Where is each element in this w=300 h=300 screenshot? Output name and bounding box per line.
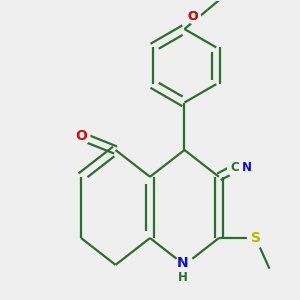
Text: O: O [188,10,198,23]
Text: H: H [178,271,188,284]
Text: N: N [177,256,189,270]
Text: C: C [231,161,239,174]
Text: S: S [251,231,261,245]
Text: N: N [242,161,252,174]
Text: O: O [188,10,198,23]
Text: O: O [75,129,87,143]
